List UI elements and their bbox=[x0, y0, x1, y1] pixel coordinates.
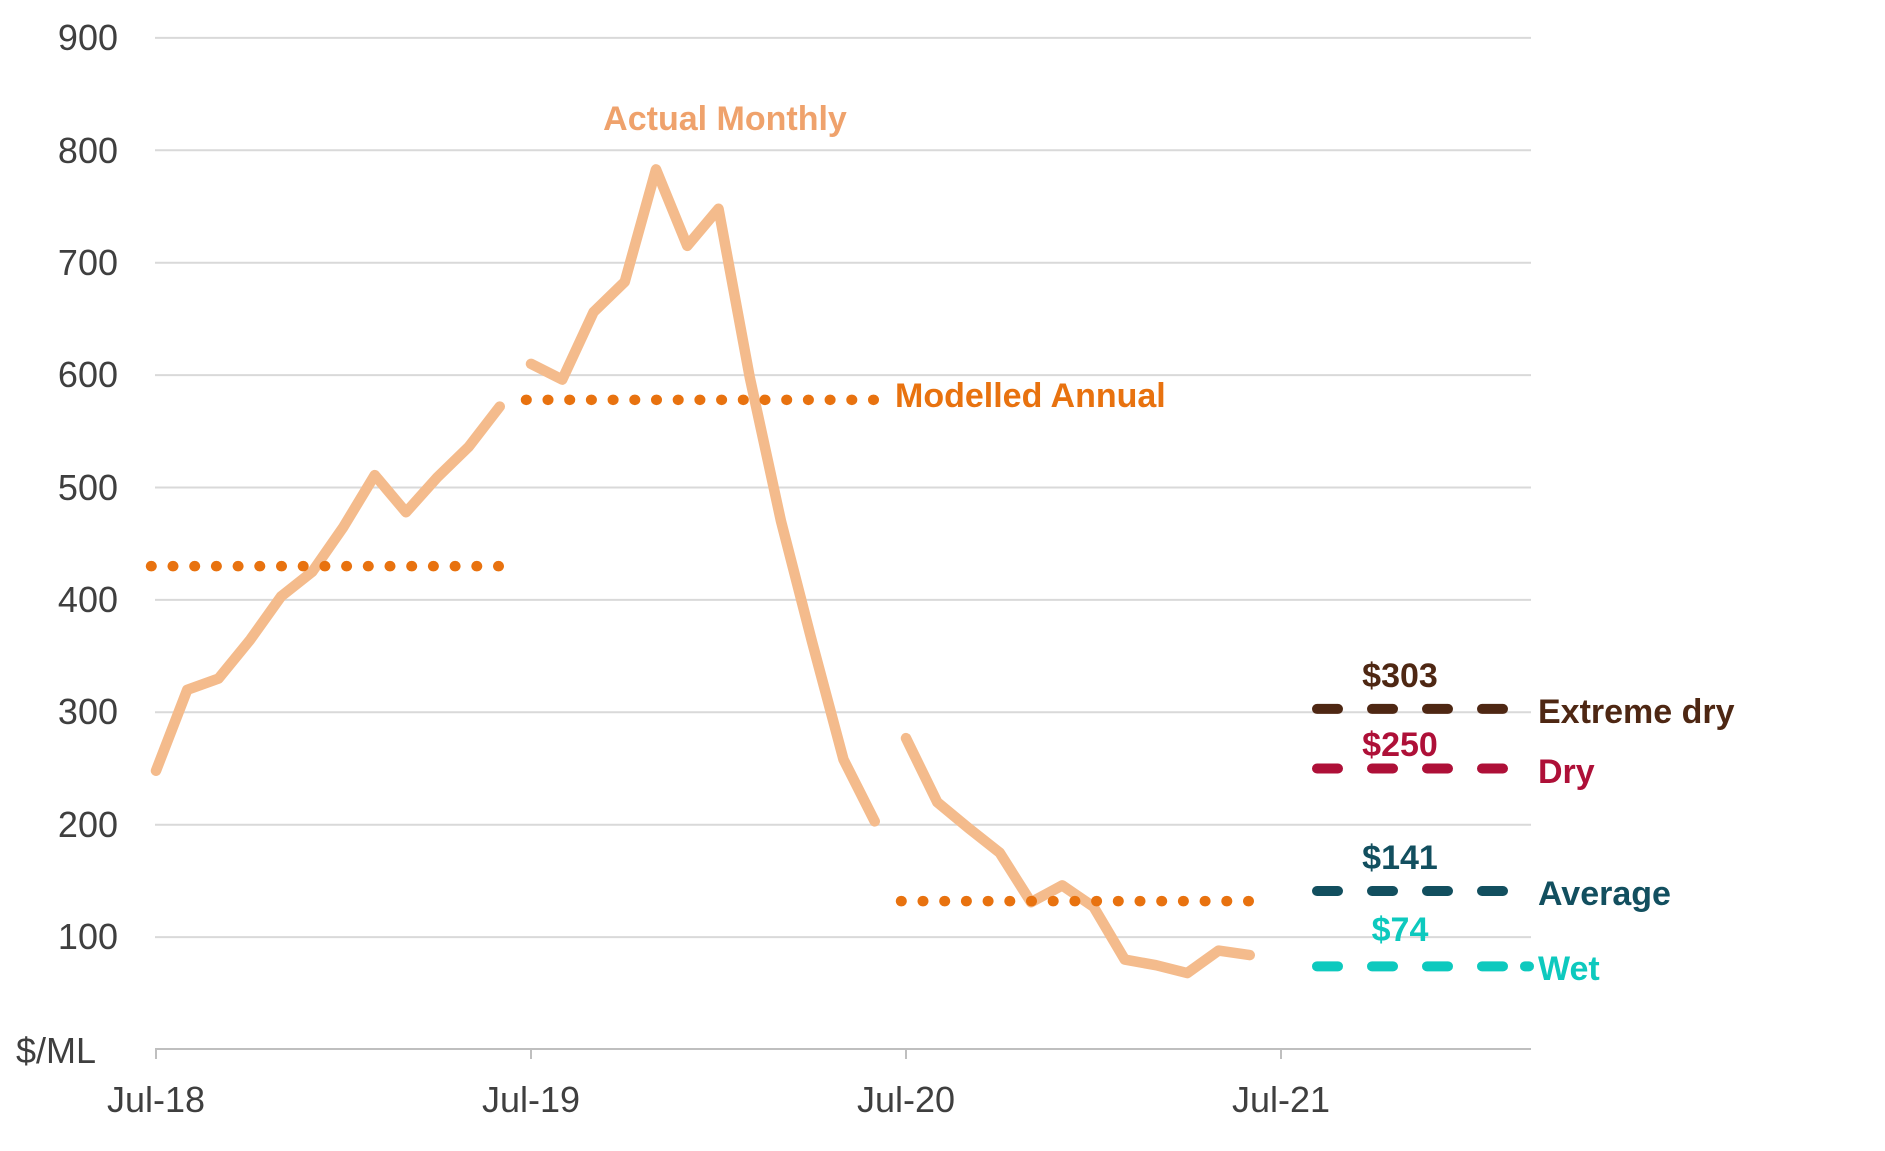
y-tick-label-600: 600 bbox=[57, 354, 118, 395]
x-tick-label-jul21: Jul-21 bbox=[1231, 1079, 1331, 1120]
y-tick-label-700: 700 bbox=[57, 242, 118, 283]
average-price-label: $141 bbox=[1362, 839, 1438, 877]
extreme-dry-scenario-label: Extreme dry bbox=[1538, 693, 1735, 731]
y-tick-label-400: 400 bbox=[57, 579, 118, 620]
x-tick-label-jul20: Jul-20 bbox=[856, 1079, 956, 1120]
y-tick-label-200: 200 bbox=[57, 804, 118, 845]
x-tick-label-jul18: Jul-18 bbox=[106, 1079, 206, 1120]
average-scenario-label: Average bbox=[1538, 875, 1671, 913]
x-tick-label-jul19: Jul-19 bbox=[481, 1079, 581, 1120]
wet-price-label: $74 bbox=[1371, 911, 1429, 949]
actual-monthly-series-label: Actual Monthly bbox=[603, 100, 847, 138]
wet-scenario-label: Wet bbox=[1538, 950, 1600, 988]
y-axis-unit-label: $/ML bbox=[16, 1030, 97, 1071]
y-tick-label-500: 500 bbox=[57, 467, 118, 508]
modelled-annual-series-label: Modelled Annual bbox=[895, 377, 1166, 415]
y-tick-label-800: 800 bbox=[57, 130, 118, 171]
dry-scenario-label: Dry bbox=[1538, 753, 1595, 791]
y-tick-label-900: 900 bbox=[57, 17, 118, 58]
y-tick-label-100: 100 bbox=[57, 916, 118, 957]
extreme-dry-price-label: $303 bbox=[1362, 657, 1438, 695]
dry-price-label: $250 bbox=[1362, 726, 1438, 764]
y-tick-label-300: 300 bbox=[57, 691, 118, 732]
